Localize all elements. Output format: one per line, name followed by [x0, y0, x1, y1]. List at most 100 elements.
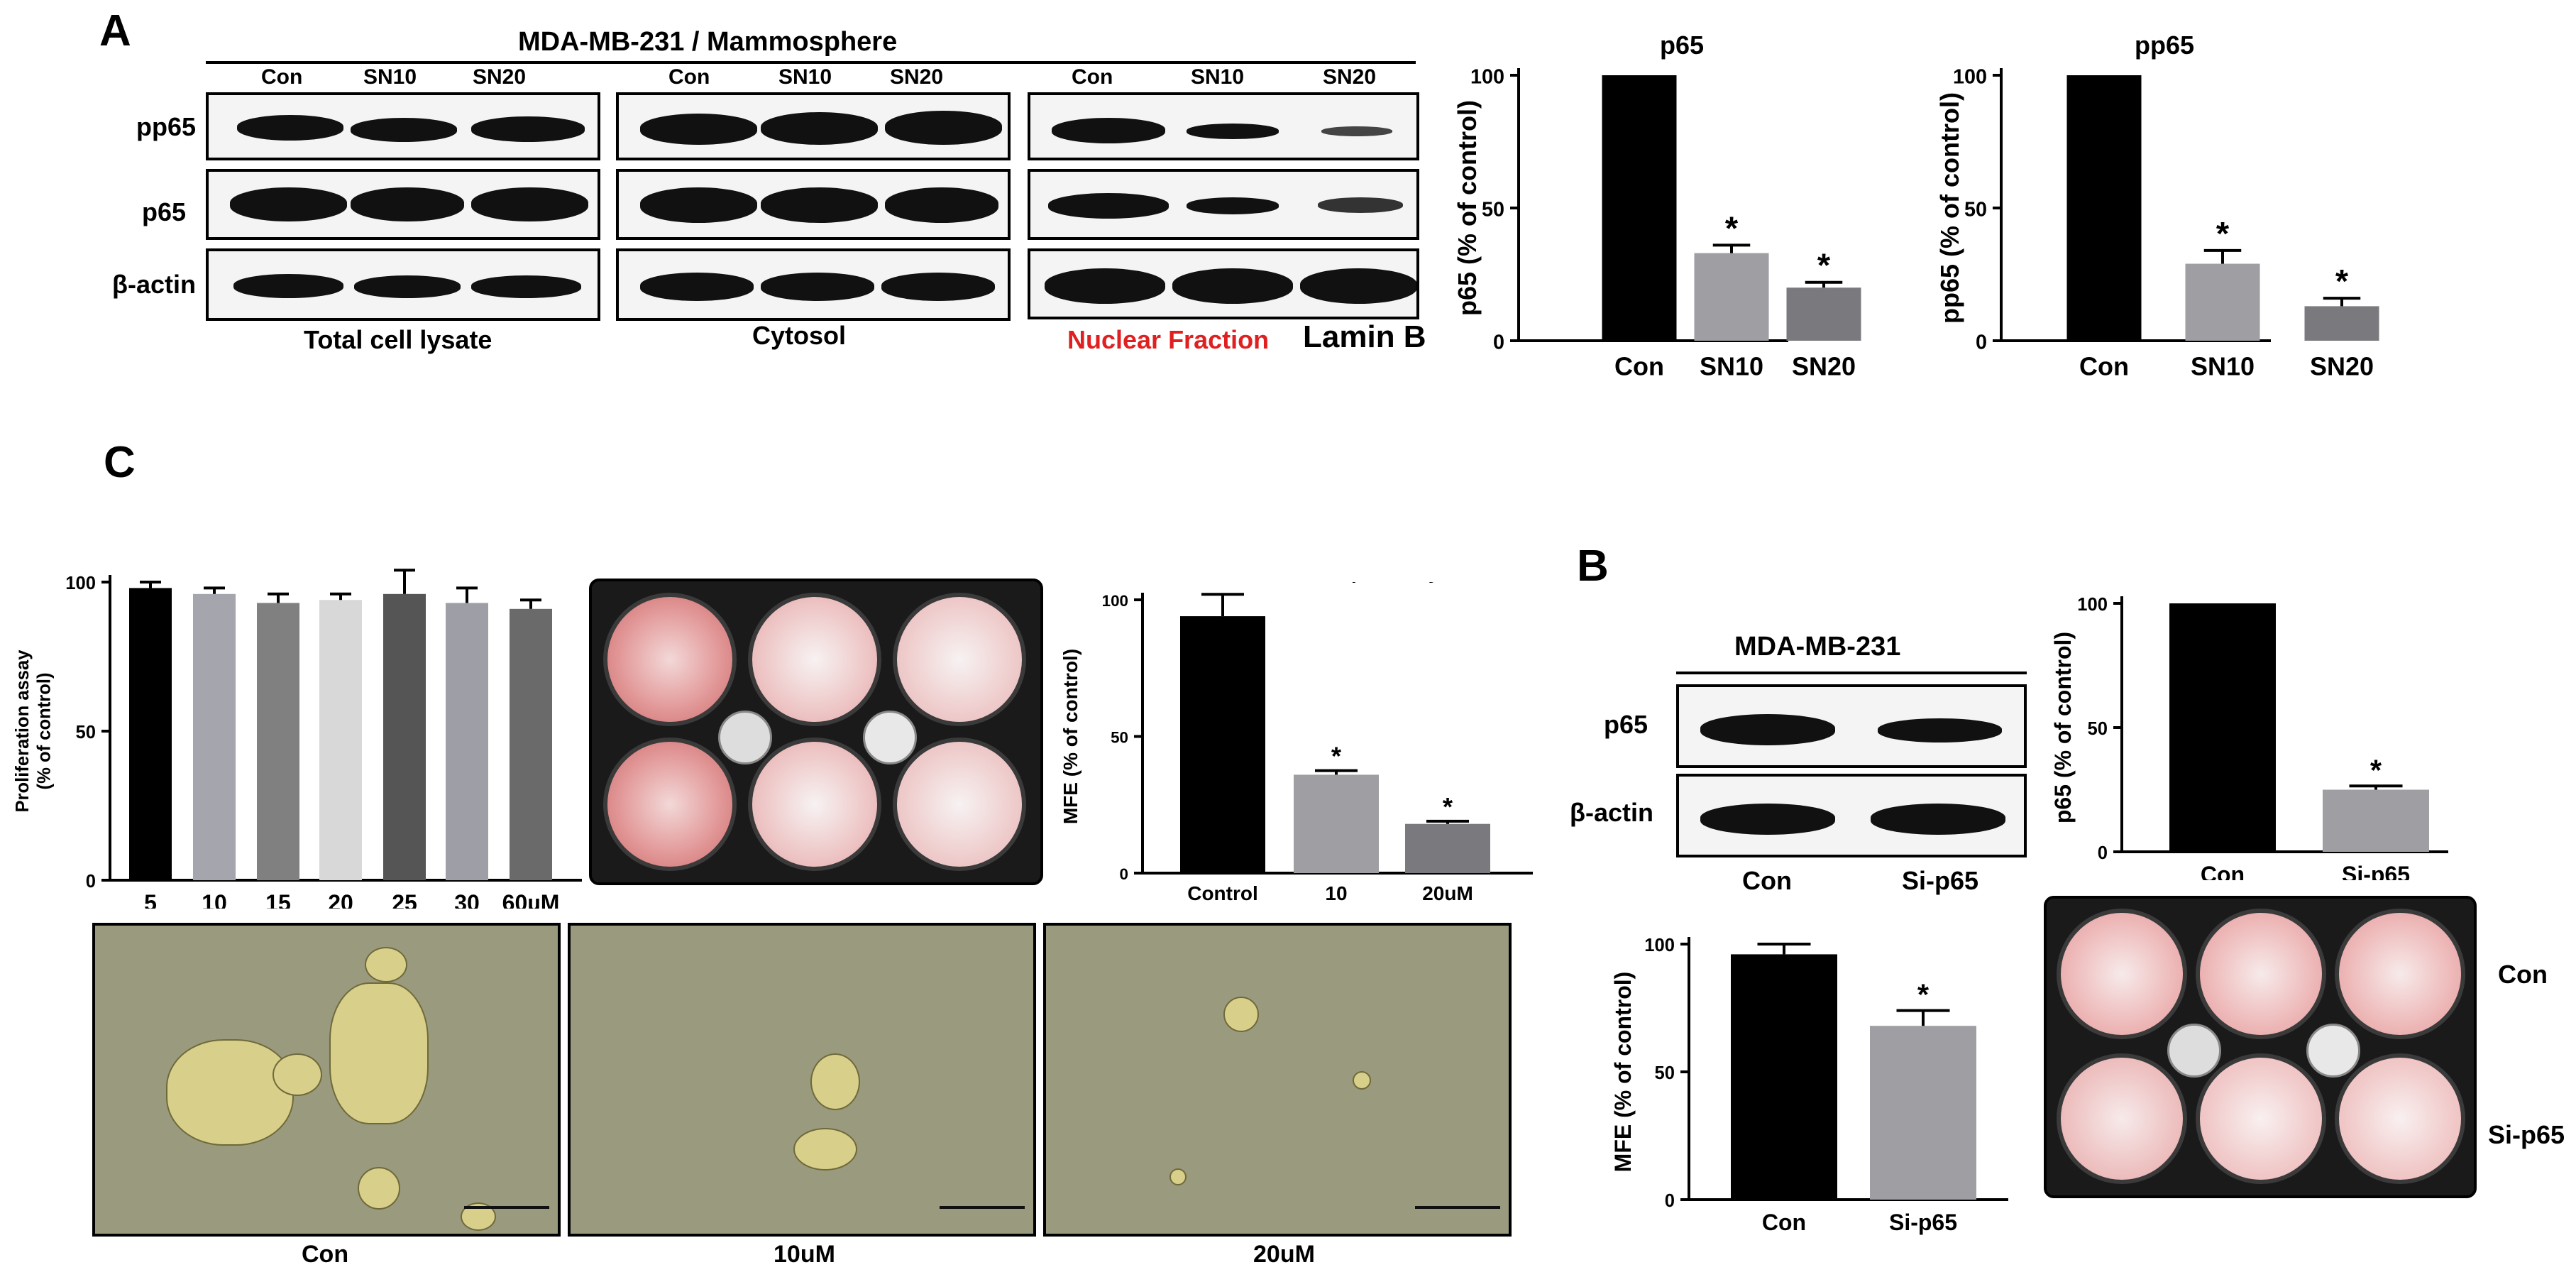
lamin-b-label: Lamin B	[1303, 319, 1426, 354]
y-axis-label: Proliferation assay	[13, 650, 33, 813]
significance-marker: *	[1443, 792, 1453, 821]
y-tick-label: 100	[2077, 595, 2108, 615]
y-tick-label: 0	[1493, 331, 1504, 354]
blot-title: MDA-MB-231 / Mammosphere	[518, 27, 898, 57]
chart-c-mfe: 0 50 100 Control * 10 * 20uM Caffeic acid phenet…	[1059, 582, 1533, 904]
row-label-beta-actin: β-actin	[112, 270, 196, 299]
bar-15	[257, 603, 299, 880]
x-tick-label: 15	[265, 890, 291, 909]
lane-label: Con	[261, 65, 303, 89]
bar-SN10	[2185, 263, 2260, 341]
well	[2057, 1053, 2187, 1184]
chart-a-p65: 0 50 100 Con * SN10 * SN20 p65 p65 (% of control)	[1453, 31, 1861, 381]
x-tick-label: SN10	[1700, 352, 1763, 381]
fraction-label-cytosol: Cytosol	[752, 321, 847, 350]
lane-label: SN20	[473, 65, 527, 89]
x-tick-label: SN10	[2191, 352, 2255, 381]
bar-Control	[1180, 616, 1265, 873]
row-label-b-p65: p65	[1604, 710, 1648, 739]
y-tick-label: 100	[65, 574, 96, 593]
bar-SN20	[2304, 306, 2379, 341]
chart-title: p65	[1660, 31, 1704, 60]
well	[748, 593, 881, 726]
y-tick-label: 100	[1644, 936, 1675, 955]
y-tick-label: 50	[1655, 1063, 1675, 1083]
x-tick-label: Con	[2201, 862, 2245, 880]
lane-label: SN10	[363, 65, 417, 89]
colony-plate-b	[2044, 896, 2477, 1198]
y-axis-label: MFE (% of control)	[1059, 649, 1081, 824]
chart-a-pp65: 0 50 100 Con * SN10 * SN20 pp65 pp65 (% of contro…	[1935, 31, 2379, 381]
well	[893, 593, 1026, 726]
y-tick-label: 50	[1964, 199, 1987, 221]
lane-label: Con	[1072, 65, 1113, 89]
chart-c-proliferation: 0 50 100 5 10 15 20 25 30 60µM Proliferation assay…	[13, 569, 582, 909]
x-tick-label: 30	[454, 890, 480, 909]
plate-label-sip65: Si-p65	[2488, 1120, 2565, 1149]
significance-marker: *	[2335, 263, 2349, 300]
panel-letter-b: B	[1577, 542, 1609, 591]
x-tick-label: Control	[1187, 882, 1258, 904]
bar-10	[193, 593, 236, 880]
panel-letter-a: A	[99, 6, 131, 55]
significance-marker: *	[1917, 978, 1930, 1012]
chart-b-p65: 0 50 100 Con * Si-p65 p65 (% of control)	[2050, 595, 2448, 880]
y-tick-label: 0	[1976, 331, 1987, 354]
blot-nuclear-laminb	[1028, 248, 1419, 319]
micro-label-20um: 20uM	[1253, 1241, 1315, 1268]
y-tick-label: 100	[1470, 66, 1504, 89]
well	[893, 738, 1026, 871]
x-tick-label: Con	[2079, 352, 2129, 381]
plate-label-con: Con	[2498, 960, 2548, 989]
y-axis-label: MFE (% of control)	[1610, 972, 1636, 1173]
blot-nuclear-pp65	[1028, 92, 1419, 160]
micro-image-con	[92, 923, 561, 1237]
row-label-b-beta-actin: β-actin	[1570, 798, 1653, 827]
micro-label-con: Con	[302, 1241, 349, 1268]
y-tick-label: 100	[1953, 66, 1987, 89]
lane-label: SN20	[1323, 65, 1377, 89]
bar-60µM	[510, 608, 552, 880]
x-tick-label: Con	[1614, 352, 1664, 381]
blot-b-title: MDA-MB-231	[1734, 632, 1901, 662]
panel-letter-c: C	[104, 438, 136, 487]
significance-marker: *	[1725, 209, 1739, 246]
bar-5	[129, 588, 172, 880]
x-tick-label: 20uM	[1422, 882, 1473, 904]
bar-30	[446, 603, 488, 880]
x-tick-label: 25	[392, 890, 417, 909]
blot-b-actin	[1676, 774, 2027, 857]
bar-SN10	[1694, 253, 1769, 341]
bar-Si-p65	[1870, 1026, 1976, 1200]
y-tick-label: 0	[2098, 843, 2108, 863]
well	[2335, 909, 2465, 1039]
lane-label: SN20	[890, 65, 944, 89]
fraction-label-total: Total cell lysate	[304, 325, 492, 354]
blot-cytosol-actin	[616, 248, 1011, 321]
x-tick-label: 10	[1325, 882, 1347, 904]
bar-20uM	[1405, 823, 1490, 873]
blot-total-pp65	[206, 92, 600, 160]
well	[748, 738, 881, 871]
y-tick-label: 0	[1665, 1191, 1675, 1211]
x-tick-label: Si-p65	[2342, 862, 2410, 880]
y-tick-label: 50	[1482, 199, 1504, 221]
bar-Con	[1731, 954, 1837, 1200]
blot-nuclear-p65	[1028, 169, 1419, 240]
significance-marker: *	[1817, 247, 1831, 284]
bar-25	[383, 593, 426, 880]
chart-title: pp65	[2135, 31, 2194, 60]
fraction-label-nuclear: Nuclear Fraction	[1067, 325, 1270, 354]
well	[2196, 1053, 2326, 1184]
y-axis-label: pp65 (% of control)	[1935, 92, 1964, 324]
y-tick-label: 50	[2088, 719, 2108, 739]
bar-20	[319, 600, 362, 880]
significance-marker: *	[1331, 742, 1342, 771]
y-tick-label: 100	[1102, 592, 1128, 610]
x-tick-label: 10	[202, 890, 227, 909]
chart-b-mfe: 0 50 100 Con * Si-p65 MFE (% of control)	[1610, 936, 2008, 1235]
blot-b-underline	[1676, 672, 2027, 674]
x-tick-label: 20	[328, 890, 353, 909]
title-underline	[206, 61, 1416, 64]
x-tick-label: Si-p65	[1889, 1210, 1957, 1235]
